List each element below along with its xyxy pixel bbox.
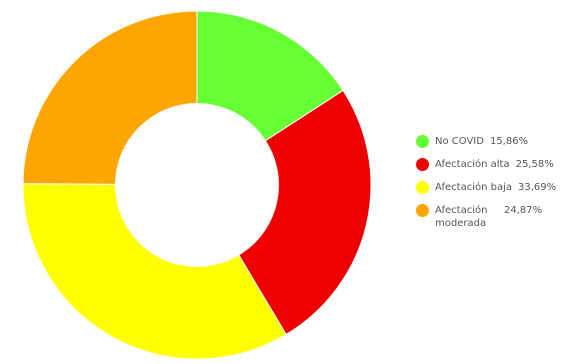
legend: No COVID 15,86% Afectación alta 25,58% A… [416, 135, 571, 240]
legend-label: No COVID [435, 136, 484, 147]
donut-hole [115, 103, 279, 267]
legend-item-afectacion-moderada[interactable]: Afectación moderada 24,87% [416, 204, 571, 230]
legend-value: 25,58% [515, 159, 554, 170]
legend-swatch [416, 181, 429, 194]
legend-value: 33,69% [518, 182, 557, 193]
slice-afectacion-alta[interactable] [196, 89, 372, 336]
legend-swatch [416, 204, 429, 217]
legend-value: 15,86% [489, 136, 529, 147]
legend-label: Afectación moderada [435, 205, 488, 229]
legend-swatch [416, 158, 429, 171]
legend-swatch [416, 135, 429, 148]
legend-label: Afectación alta [435, 159, 510, 170]
legend-item-afectacion-alta[interactable]: Afectación alta 25,58% [416, 158, 571, 171]
legend-item-no-covid[interactable]: No COVID 15,86% [416, 135, 571, 148]
legend-item-afectacion-baja[interactable]: Afectación baja 33,69% [416, 181, 571, 194]
legend-value: 24,87% [504, 205, 543, 216]
legend-label: Afectación baja [435, 182, 512, 193]
